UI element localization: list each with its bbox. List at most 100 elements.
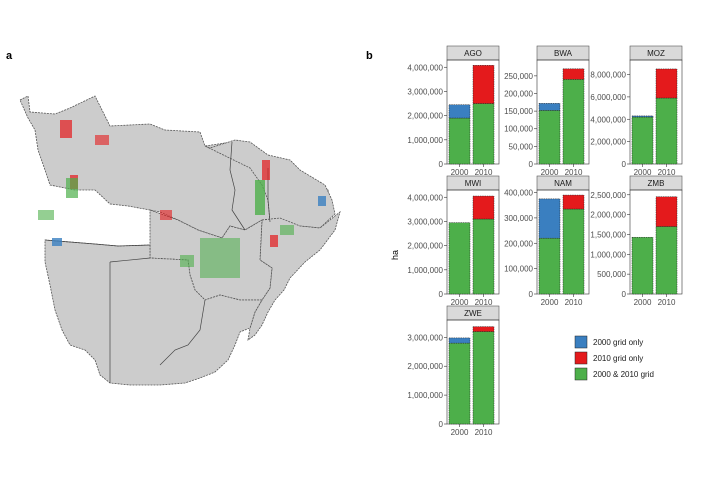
bar-both <box>538 237 561 295</box>
y-tick-label: 400,000 <box>504 189 533 198</box>
bar-both <box>631 116 654 165</box>
y-tick-label: 150,000 <box>504 107 533 116</box>
facet-strip-label: ZMB <box>648 179 665 188</box>
y-tick-label: 0 <box>439 290 444 299</box>
bar-2010-only <box>655 68 678 99</box>
y-tick-label: 500,000 <box>597 270 626 279</box>
y-tick-label: 50,000 <box>509 142 534 151</box>
y-tick-label: 6,000,000 <box>590 93 626 102</box>
x-tick-label: 2010 <box>658 168 676 177</box>
bar-2010-only <box>472 195 495 220</box>
y-tick-label: 100,000 <box>504 125 533 134</box>
bar-2000-only <box>448 104 471 119</box>
bar-2000-only <box>631 115 654 118</box>
y-tick-label: 1,000,000 <box>407 391 443 400</box>
bar-both <box>538 110 561 165</box>
y-tick-label: 2,500,000 <box>590 191 626 200</box>
bar-both <box>655 97 678 165</box>
y-tick-label: 1,500,000 <box>590 230 626 239</box>
y-tick-label: 8,000,000 <box>590 71 626 80</box>
map-cropland-patches <box>38 120 326 278</box>
legend-label: 2010 grid only <box>593 354 643 363</box>
y-tick-label: 3,000,000 <box>407 217 443 226</box>
bar-2010-only <box>562 68 585 80</box>
y-tick-label: 3,000,000 <box>407 333 443 342</box>
patch-2010-only <box>270 235 278 247</box>
patch-2010-only <box>262 160 270 180</box>
x-tick-label: 2010 <box>565 298 583 307</box>
x-tick-label: 2010 <box>475 298 493 307</box>
y-tick-label: 4,000,000 <box>590 115 626 124</box>
bar-both <box>448 342 471 425</box>
bar-both <box>448 222 471 295</box>
bar-2010-only <box>472 65 495 104</box>
bar-both <box>562 79 585 165</box>
y-tick-label: 200,000 <box>504 239 533 248</box>
facet-strip-label: MWI <box>465 179 481 188</box>
facet-mwi: MWI 0 1,000,000 2,000,000 3,000,000 4,000,000… <box>407 175 500 307</box>
facet-bwa: BWA 0 50,000 100,000 150,000 200,000 250,000 20… <box>504 45 590 177</box>
x-tick-label: 2000 <box>451 168 469 177</box>
x-tick-label: 2000 <box>541 168 559 177</box>
patch-both <box>38 210 54 220</box>
facet-strip-label: AGO <box>464 49 482 58</box>
x-tick-label: 2010 <box>475 428 493 437</box>
facet-strip-label: BWA <box>554 49 573 58</box>
y-tick-label: 0 <box>622 290 627 299</box>
legend: 2000 grid only 2010 grid only 2000 & 2010 … <box>574 335 654 381</box>
bar-both <box>448 117 471 165</box>
patch-2010-only <box>160 210 172 220</box>
patch-both <box>200 238 240 278</box>
y-tick-label: 0 <box>622 160 627 169</box>
bar-2010-only <box>655 196 678 227</box>
y-tick-label: 0 <box>439 420 444 429</box>
facet-ago: AGO 0 1,000,000 2,000,000 3,000,000 4,000,000… <box>407 45 500 177</box>
facet-nam: NAM 0 100,000 200,000 300,000 400,000 2000 2010 <box>504 175 590 307</box>
border-line <box>229 141 246 231</box>
bar-both <box>655 226 678 295</box>
patch-2010-only <box>60 120 72 138</box>
y-tick-label: 2,000,000 <box>407 112 443 121</box>
y-tick-label: 2,000,000 <box>407 362 443 371</box>
panel-label-b: b <box>366 50 373 62</box>
bar-2000-only <box>448 337 471 344</box>
bar-2000-only <box>538 103 561 111</box>
facet-strip-label: NAM <box>554 179 572 188</box>
patch-2000-only <box>318 196 326 206</box>
patch-both <box>280 225 294 235</box>
y-tick-label: 3,000,000 <box>407 87 443 96</box>
patch-both <box>180 255 194 267</box>
bar-2010-only <box>562 194 585 210</box>
patch-2000-only <box>52 238 62 246</box>
y-tick-label: 2,000,000 <box>407 242 443 251</box>
facet-zmb: ZMB 0 500,000 1,000,000 1,500,000 2,000,000 2,… <box>590 175 683 307</box>
facet-moz: MOZ 0 2,000,000 4,000,000 6,000,000 8,000,000… <box>590 45 683 177</box>
border-line <box>44 239 151 247</box>
x-tick-label: 2010 <box>658 298 676 307</box>
y-tick-label: 0 <box>529 160 534 169</box>
y-tick-label: 1,000,000 <box>590 250 626 259</box>
legend-label: 2000 & 2010 grid <box>593 370 654 379</box>
y-tick-label: 2,000,000 <box>590 211 626 220</box>
y-tick-label: 0 <box>529 290 534 299</box>
legend-label: 2000 grid only <box>593 338 643 347</box>
x-tick-label: 2000 <box>634 298 652 307</box>
bar-both <box>472 218 495 295</box>
x-tick-label: 2000 <box>451 298 469 307</box>
y-tick-label: 1,000,000 <box>407 266 443 275</box>
border-line <box>159 299 206 366</box>
facet-zwe: ZWE 0 1,000,000 2,000,000 3,000,000 2000 2010 <box>407 305 500 437</box>
country-nam-bwa-south <box>44 239 263 386</box>
panel-label-a: a <box>6 50 13 62</box>
y-tick-label: 300,000 <box>504 214 533 223</box>
bar-both <box>631 236 654 295</box>
x-tick-label: 2010 <box>565 168 583 177</box>
legend-key <box>574 367 588 381</box>
y-tick-label: 100,000 <box>504 265 533 274</box>
bar-both <box>472 103 495 165</box>
y-tick-label: 4,000,000 <box>407 63 443 72</box>
bar-2000-only <box>538 198 561 239</box>
x-tick-label: 2000 <box>541 298 559 307</box>
x-tick-label: 2000 <box>634 168 652 177</box>
